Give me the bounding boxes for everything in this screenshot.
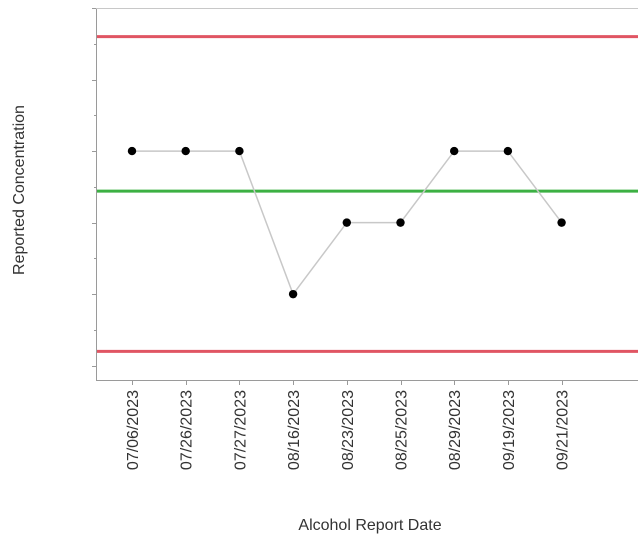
data-point: [396, 218, 405, 227]
x-tick-label: 09/19/2023: [501, 390, 518, 470]
data-point: [450, 146, 459, 156]
x-tick-label: 08/23/2023: [340, 390, 357, 470]
series-layer: [127, 146, 566, 299]
x-tick-label: 07/06/2023: [125, 390, 142, 470]
x-tick-label: 08/25/2023: [394, 390, 411, 470]
y-axis-title: Reported Concentration: [11, 105, 28, 275]
x-tick-label: 07/27/2023: [232, 390, 249, 470]
x-tick-label: 08/16/2023: [286, 390, 303, 470]
data-point: [557, 218, 566, 227]
data-point: [503, 146, 513, 156]
axes: [92, 8, 638, 385]
x-tick-label: 07/26/2023: [179, 390, 196, 470]
x-tick-label: 09/21/2023: [555, 390, 572, 470]
data-point: [288, 289, 298, 299]
x-axis-title: Alcohol Report Date: [298, 517, 441, 534]
data-point: [342, 218, 351, 227]
data-point: [235, 146, 244, 156]
data-point: [127, 146, 137, 156]
data-point: [181, 146, 190, 156]
x-tick-labels: 07/06/2023 07/26/2023 07/27/2023 08/16/2023…: [125, 390, 572, 470]
reference-lines: [96, 35, 638, 353]
x-tick-label: 08/29/2023: [447, 390, 464, 470]
